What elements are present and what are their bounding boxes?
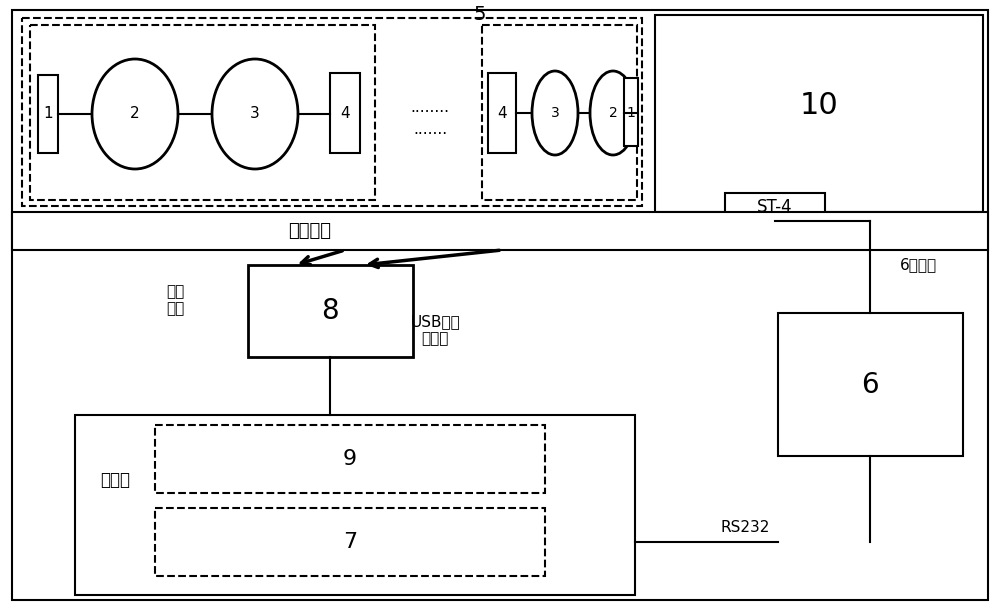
Text: 计算机: 计算机 [100,471,130,489]
FancyBboxPatch shape [778,313,963,456]
Text: .......: ....... [413,122,447,137]
FancyBboxPatch shape [155,425,545,493]
FancyBboxPatch shape [12,212,988,250]
FancyBboxPatch shape [655,15,983,212]
Text: 3: 3 [551,106,559,120]
FancyBboxPatch shape [248,265,413,357]
Text: USB转串
行接口: USB转串 行接口 [410,314,460,346]
Text: 2: 2 [130,106,140,122]
Text: 6芚电缆: 6芚电缆 [900,258,937,272]
Text: 2: 2 [609,106,617,120]
FancyBboxPatch shape [725,193,825,221]
Text: 8: 8 [321,297,339,325]
Text: 9: 9 [343,449,357,469]
Text: 6: 6 [861,371,879,399]
FancyBboxPatch shape [12,10,988,600]
Text: 4: 4 [340,106,350,120]
FancyBboxPatch shape [155,508,545,576]
FancyBboxPatch shape [75,415,635,595]
Text: 1: 1 [627,106,635,120]
Ellipse shape [212,59,298,169]
Text: 安装底座: 安装底座 [288,222,332,240]
Text: ST-4: ST-4 [757,198,793,216]
FancyBboxPatch shape [38,75,58,153]
FancyBboxPatch shape [330,73,360,153]
Text: 5: 5 [474,4,486,24]
Text: 10: 10 [800,91,838,120]
Text: ........: ........ [411,100,450,116]
FancyBboxPatch shape [482,25,637,200]
FancyBboxPatch shape [624,78,638,146]
Ellipse shape [532,71,578,155]
Text: 7: 7 [343,532,357,552]
Text: 4: 4 [497,106,507,120]
FancyBboxPatch shape [22,18,642,206]
Text: 3: 3 [250,106,260,122]
Text: RS232: RS232 [720,520,770,535]
Text: 1: 1 [43,106,53,122]
Ellipse shape [590,71,636,155]
FancyBboxPatch shape [488,73,516,153]
FancyBboxPatch shape [30,25,375,200]
Text: 同轴
电缆: 同轴 电缆 [166,284,184,316]
Ellipse shape [92,59,178,169]
